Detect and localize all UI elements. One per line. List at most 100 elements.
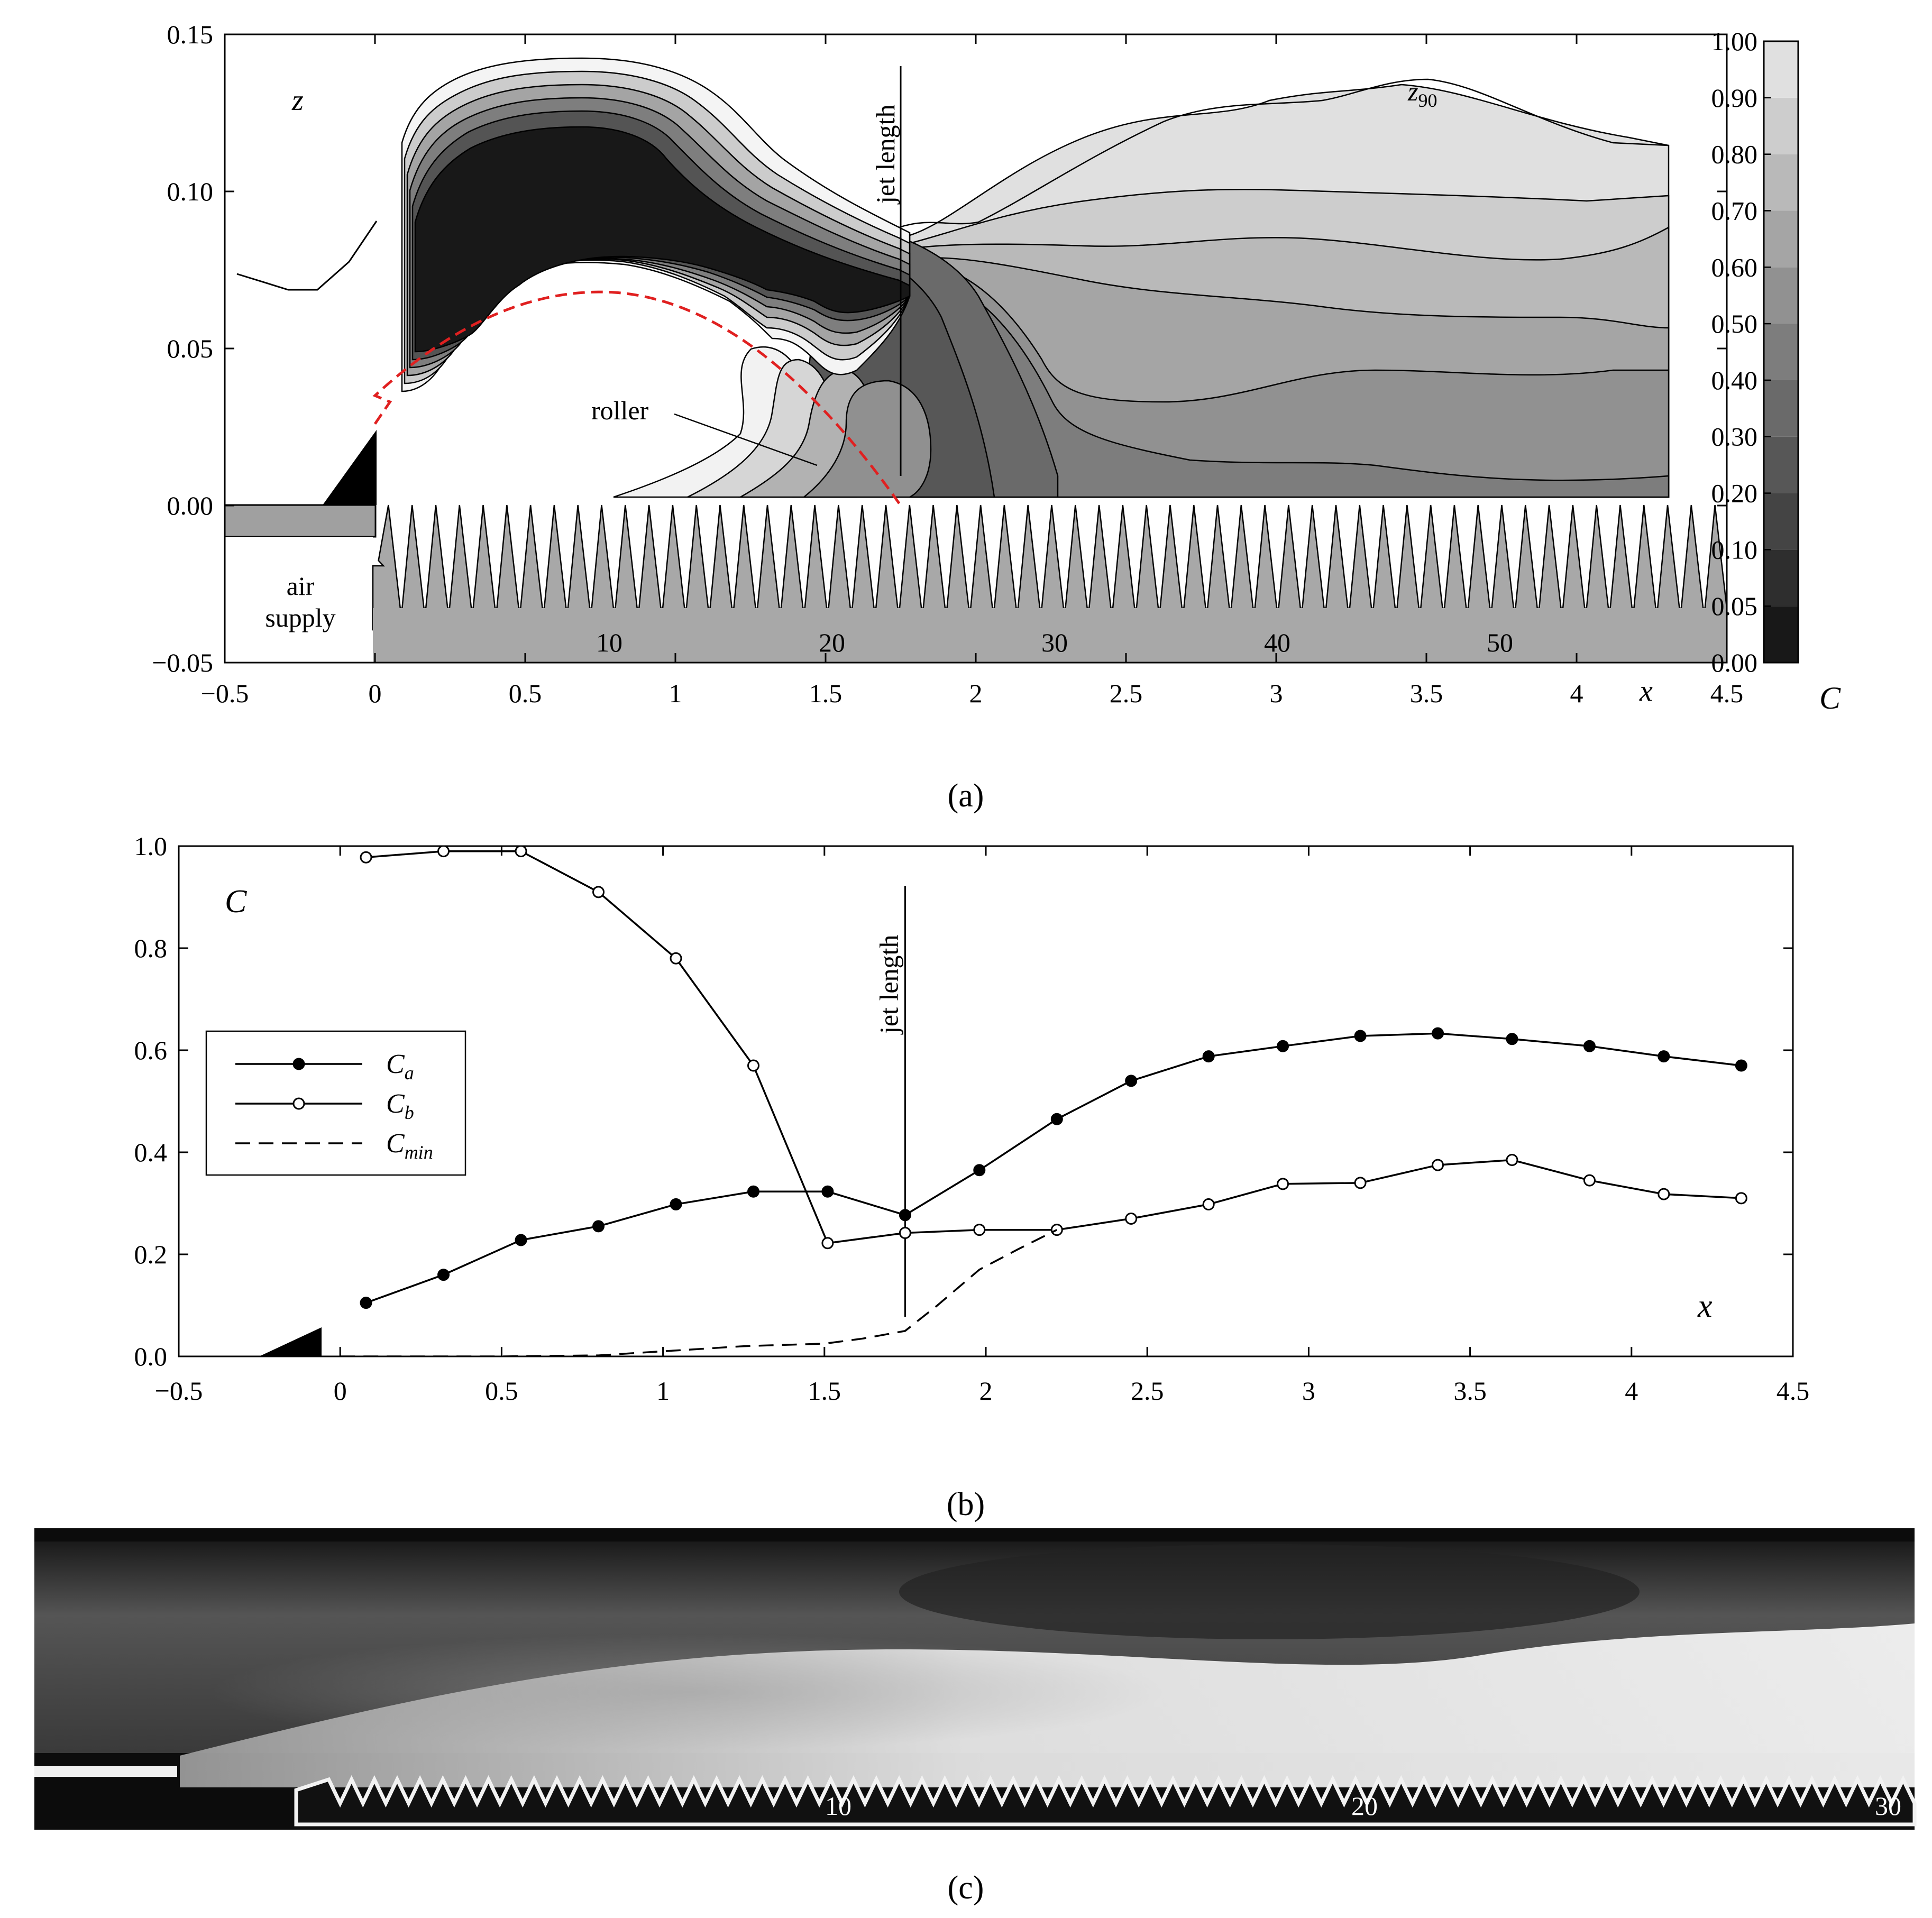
z90-label: z90 (1407, 77, 1437, 111)
data-point-b (1583, 1174, 1596, 1187)
data-point-a (1050, 1113, 1063, 1125)
x-axis-label-a: x (1639, 675, 1653, 708)
photo-step-number: 30 (1875, 1791, 1901, 1821)
series-line-min (340, 1229, 1058, 1356)
x-tick-label-b: 2.5 (1131, 1376, 1164, 1406)
nozzle-plate (224, 504, 377, 538)
data-point-b (973, 1224, 986, 1236)
colorbar-level-label: 0.30 (1711, 422, 1758, 452)
photo-nozzle (34, 1766, 177, 1777)
y-axis-label-b: C (225, 884, 247, 920)
step-number: 10 (596, 628, 622, 657)
axes-b: −0.5 0 0.5 1 1.5 2 2.5 3 3.5 4 4.5 0.0 0.2 0.4 0.6 0.8 1… (134, 831, 1810, 1406)
data-point-a (1125, 1075, 1138, 1087)
legend-label-b: Cb (386, 1089, 414, 1123)
colorbar-level-label: 0.40 (1711, 365, 1758, 395)
x-tick-label: 1.5 (809, 678, 843, 708)
x-tick-label-b: 2 (979, 1376, 993, 1406)
roller-parabola (372, 290, 902, 507)
legend-marker-b (292, 1097, 305, 1110)
data-point-a (1354, 1030, 1367, 1042)
contour-line (899, 78, 1669, 228)
y-tick-label-b: 0.6 (134, 1035, 168, 1065)
data-point-a (1277, 1040, 1289, 1052)
photo-shadow (899, 1544, 1640, 1639)
caption-a: (a) (948, 778, 984, 814)
colorbar: 0.00 0.05 0.10 0.20 0.30 0.40 0.50 0.60 0.70 0.80… (1711, 26, 1799, 677)
data-point-b (1277, 1178, 1289, 1190)
data-point-a (670, 1198, 682, 1210)
y-tick-label: 0.00 (167, 491, 214, 520)
step-number: 50 (1487, 628, 1513, 657)
colorbar-level-label: 0.60 (1711, 252, 1758, 282)
y-tick-label-b: 0.4 (134, 1137, 168, 1167)
step-numbers-a: 10 20 30 40 50 (596, 628, 1513, 657)
y-tick-label-b: 0.8 (134, 933, 168, 963)
colorbar-label: C (1819, 681, 1841, 715)
data-point-a (747, 1185, 760, 1198)
data-point-a (1202, 1050, 1215, 1063)
data-point-b (1432, 1159, 1444, 1171)
step-numbers-c: 10 20 30 (825, 1791, 1901, 1821)
x-tick-label: 2.5 (1110, 678, 1143, 708)
legend-marker-a (292, 1058, 305, 1070)
inlet-curve (236, 221, 378, 291)
x-tick-label-b: 4 (1625, 1376, 1638, 1406)
x-tick-label-b: 1.5 (808, 1376, 841, 1406)
data-point-a (1432, 1027, 1444, 1040)
colorbar-swatch (1764, 210, 1798, 268)
colorbar-swatch (1764, 154, 1798, 211)
data-point-b (1125, 1212, 1138, 1225)
data-point-a (899, 1209, 911, 1222)
x-tick-label: 0.5 (509, 678, 542, 708)
colorbar-level-label: 0.10 (1711, 535, 1758, 564)
x-tick-label: 1 (669, 678, 682, 708)
data-point-b (747, 1059, 760, 1072)
x-tick-label-b: 3 (1302, 1376, 1315, 1406)
x-tick-label-b: 0 (334, 1376, 347, 1406)
data-point-a (821, 1185, 834, 1198)
colorbar-level-label: 1.00 (1711, 26, 1758, 56)
x-tick-label-b: 4.5 (1777, 1376, 1810, 1406)
legend-label-min: Cmin (386, 1128, 433, 1163)
data-point-a (973, 1164, 986, 1177)
roller-leader-line (674, 413, 818, 466)
data-point-b (592, 886, 605, 898)
y-tick-label: −0.05 (152, 648, 213, 677)
data-point-b (437, 846, 450, 858)
x-tick-label: 3.5 (1410, 678, 1443, 708)
colorbar-swatch (1764, 324, 1798, 380)
data-point-a (592, 1220, 605, 1233)
colorbar-level-label: 0.00 (1711, 648, 1758, 677)
colorbar-swatch (1764, 549, 1798, 607)
photo-step-number: 10 (825, 1791, 851, 1821)
contour-band (802, 380, 932, 498)
step-number: 40 (1264, 628, 1290, 657)
colorbar-level-label: 0.50 (1711, 309, 1758, 338)
data-point-b (821, 1237, 834, 1250)
data-point-a (515, 1234, 527, 1246)
photo-teeth (294, 1775, 1917, 1827)
colorbar-swatch (1764, 606, 1798, 663)
colorbar-frame (1763, 40, 1799, 664)
colorbar-level-label: 0.05 (1711, 591, 1758, 621)
roller-label: roller (591, 396, 649, 425)
air-supply-label-line2: supply (265, 603, 335, 632)
colorbar-swatch (1764, 97, 1798, 154)
air-supply-block (225, 537, 373, 663)
data-point-a (1506, 1033, 1518, 1045)
data-point-b (1354, 1177, 1367, 1189)
jet-length-label: jet length (871, 105, 900, 205)
colorbar-swatch (1764, 493, 1798, 550)
colorbar-level-label: 0.70 (1711, 196, 1758, 225)
x-tick-label-b: 3.5 (1453, 1376, 1487, 1406)
x-tick-label: 4 (1570, 678, 1583, 708)
contour-band (414, 126, 911, 353)
legend: Ca Cb Cmin (205, 1030, 466, 1176)
x-tick-label: 0 (369, 678, 382, 708)
data-point-a (437, 1269, 450, 1281)
data-point-a (1583, 1040, 1596, 1052)
series-group (340, 846, 1747, 1356)
data-point-b (1202, 1198, 1215, 1210)
panel-b-line-chart: −0.5 0 0.5 1 1.5 2 2.5 3 3.5 4 4.5 0.0 0.2 0.4 0.6 0.8 1… (134, 831, 1810, 1522)
